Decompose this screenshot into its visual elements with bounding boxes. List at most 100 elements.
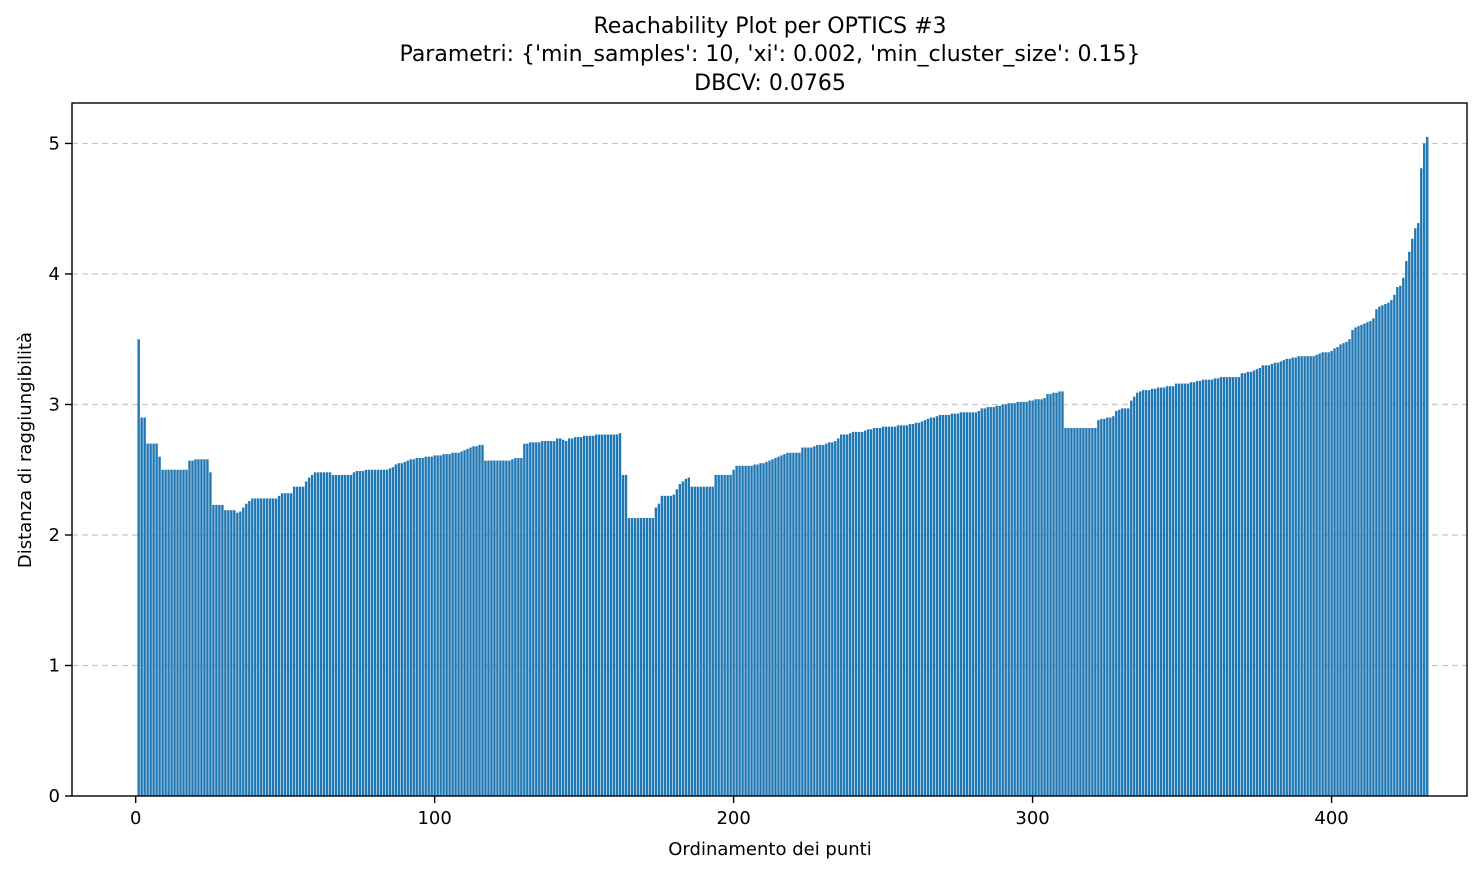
bar (570, 438, 574, 796)
bar (230, 510, 233, 796)
bar (567, 438, 571, 796)
bar (1189, 382, 1193, 796)
bar (370, 469, 374, 796)
bar (857, 431, 861, 796)
bar (855, 431, 858, 796)
bar (1411, 238, 1414, 796)
bar (944, 414, 948, 796)
bar (1145, 390, 1148, 796)
bar (741, 465, 744, 796)
bar (385, 469, 389, 796)
bar (469, 447, 472, 796)
bar (391, 467, 394, 796)
bar (550, 441, 553, 796)
bar (816, 444, 819, 796)
bar (421, 457, 424, 796)
bar (1186, 383, 1190, 796)
bar (950, 413, 954, 796)
bar (672, 494, 676, 796)
bar (1294, 357, 1297, 796)
bar (1001, 404, 1004, 796)
bar (1153, 388, 1157, 796)
bar (340, 474, 344, 796)
bar (1231, 377, 1235, 796)
bar (956, 413, 960, 796)
bar (1336, 347, 1339, 796)
bar (896, 425, 900, 796)
bar (911, 424, 915, 796)
y-tick-label: 2 (49, 525, 60, 546)
bar (260, 498, 263, 796)
bar (588, 435, 592, 796)
bar (917, 422, 921, 796)
bar (346, 474, 350, 796)
bar (846, 434, 849, 796)
bar (1315, 354, 1318, 796)
bar (603, 434, 607, 796)
bar (218, 504, 221, 796)
bar (1276, 362, 1279, 796)
bar (717, 474, 720, 796)
bar (965, 412, 969, 796)
bar (1016, 401, 1019, 796)
bar (750, 465, 753, 796)
bar (316, 472, 320, 796)
bar (481, 444, 484, 796)
bar (1252, 370, 1256, 796)
chart-title: Reachability Plot per OPTICS #3 Parametr… (400, 14, 1141, 96)
bar (361, 471, 365, 796)
bar (1354, 327, 1357, 796)
bar (1034, 399, 1037, 796)
bar (884, 426, 888, 796)
bar (490, 460, 493, 796)
bar (962, 412, 966, 796)
bar (349, 474, 353, 796)
bar (292, 486, 296, 796)
bar (1339, 344, 1342, 796)
bar (1094, 427, 1097, 796)
bar (337, 474, 341, 796)
bar (771, 459, 774, 796)
bar (460, 451, 463, 796)
bar (863, 430, 867, 796)
bar (1127, 408, 1130, 796)
bar (562, 439, 565, 796)
bar (642, 518, 646, 796)
bar (242, 507, 245, 796)
bar (1360, 324, 1363, 796)
bar (1037, 399, 1040, 796)
chart-title-line-3: DBCV: 0.0765 (694, 71, 846, 96)
bar (227, 510, 230, 796)
bar (1285, 358, 1288, 796)
bar (1396, 287, 1399, 796)
bar (1088, 427, 1091, 796)
bar (837, 438, 840, 796)
bar (301, 486, 305, 796)
bar (448, 454, 451, 796)
y-axis-label: Distanza di raggiungibilità (15, 332, 36, 568)
bar (810, 447, 813, 796)
bar (1079, 427, 1082, 796)
bar (1058, 391, 1061, 796)
y-gridlines (72, 142, 1467, 667)
bar (526, 443, 529, 796)
bar (1198, 380, 1202, 796)
bar (556, 438, 559, 796)
bar (499, 460, 502, 796)
bar (582, 435, 586, 796)
bar (744, 465, 747, 796)
bar (1040, 399, 1043, 796)
bar (454, 452, 457, 796)
bar (1192, 382, 1196, 796)
bar (1219, 377, 1223, 796)
bar (382, 469, 386, 796)
bar (1109, 417, 1112, 796)
bar (822, 444, 825, 796)
bar (1327, 352, 1330, 796)
bar (1124, 408, 1127, 796)
bar (433, 455, 436, 796)
bar (367, 469, 371, 796)
bar (633, 518, 637, 796)
bar (780, 455, 783, 796)
bar (310, 474, 314, 796)
